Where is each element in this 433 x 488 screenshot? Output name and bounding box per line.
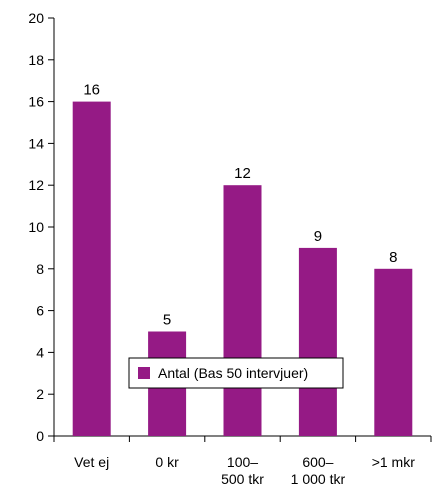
y-tick-label: 0 — [36, 428, 44, 444]
bar — [298, 247, 337, 436]
x-category-label: 0 kr — [155, 454, 179, 470]
y-tick-label: 14 — [28, 135, 44, 151]
x-category-label: 1 000 tkr — [291, 471, 346, 487]
x-category-label: 600– — [302, 454, 333, 470]
bar — [374, 268, 413, 436]
y-tick-label: 12 — [28, 177, 44, 193]
bar — [223, 185, 262, 436]
legend-swatch — [138, 367, 150, 379]
y-tick-label: 20 — [28, 10, 44, 26]
bar — [72, 101, 111, 436]
y-tick-label: 8 — [36, 261, 44, 277]
data-label: 12 — [234, 165, 251, 182]
data-label: 8 — [389, 249, 397, 266]
y-tick-label: 4 — [36, 344, 44, 360]
legend-label: Antal (Bas 50 intervjuer) — [158, 365, 308, 381]
y-tick-label: 16 — [28, 94, 44, 110]
x-category-label: >1 mkr — [372, 454, 416, 470]
data-label: 5 — [163, 312, 171, 329]
y-tick-label: 10 — [28, 219, 44, 235]
data-label: 16 — [83, 82, 100, 99]
y-tick-label: 18 — [28, 52, 44, 68]
x-category-label: 100– — [227, 454, 258, 470]
y-tick-label: 6 — [36, 303, 44, 319]
x-category-label: Vet ej — [74, 454, 109, 470]
data-label: 9 — [314, 228, 322, 245]
legend-box — [128, 357, 344, 389]
y-tick-label: 2 — [36, 386, 44, 402]
x-category-label: 500 tkr — [221, 471, 264, 487]
